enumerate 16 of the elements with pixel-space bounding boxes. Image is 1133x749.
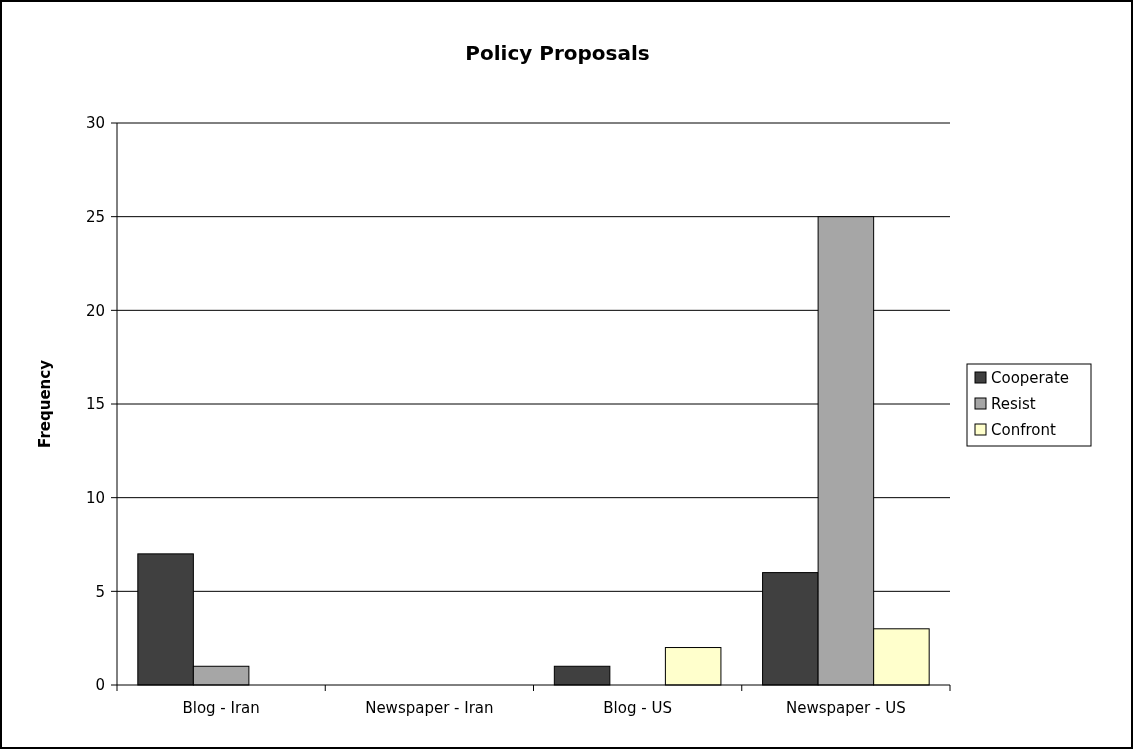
- y-tick-label: 5: [95, 582, 105, 601]
- legend-label: Resist: [991, 395, 1036, 414]
- chart-title: Policy Proposals: [465, 41, 650, 65]
- y-tick-label: 15: [85, 395, 105, 414]
- x-tick-label: Newspaper - US: [786, 699, 906, 717]
- y-tick-label: 10: [85, 488, 105, 507]
- y-axis-title: Frequency: [36, 359, 54, 448]
- y-tick-label: 20: [85, 301, 105, 320]
- x-tick-label: Newspaper - Iran: [365, 699, 494, 717]
- y-tick-label: 25: [85, 207, 105, 226]
- legend-label: Confront: [991, 421, 1056, 440]
- x-tick-label: Blog - Iran: [182, 699, 260, 717]
- y-tick-label: 30: [85, 114, 105, 133]
- x-tick-label: Blog - US: [603, 699, 672, 717]
- legend-label: Cooperate: [991, 369, 1070, 388]
- y-tick-label: 0: [95, 676, 105, 695]
